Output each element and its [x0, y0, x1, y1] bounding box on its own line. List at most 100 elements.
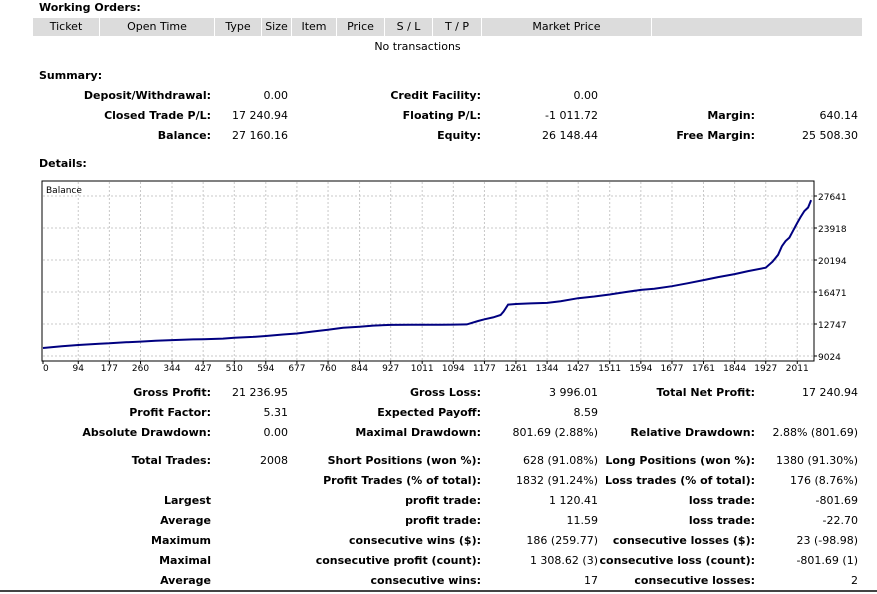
- total-trades-label: Total Trades:: [131, 454, 211, 467]
- maximum-label: Maximum: [151, 534, 211, 547]
- short-positions-label: Short Positions (won %):: [327, 454, 481, 467]
- average-consecutive-wins-label: consecutive wins:: [370, 574, 481, 587]
- loss-trades-label: Loss trades (% of total):: [604, 474, 755, 487]
- maximal-consecutive-profit-value: 1 308.62 (3): [529, 554, 598, 567]
- long-positions-value: 1380 (91.30%): [775, 454, 858, 467]
- absolute-drawdown-label: Absolute Drawdown:: [82, 426, 211, 439]
- profit-trades-label: Profit Trades (% of total):: [323, 474, 481, 487]
- relative-drawdown-value: 2.88% (801.69): [772, 426, 858, 439]
- average-loss-trade-value: -22.70: [822, 514, 858, 527]
- column-market-price[interactable]: Market Price: [482, 18, 652, 36]
- y-tick-label: 12747: [818, 321, 847, 331]
- balance-value: 27 160.16: [232, 129, 288, 142]
- average-consecutive-losses-label: consecutive losses:: [634, 574, 755, 587]
- credit-facility-value: 0.00: [573, 89, 599, 102]
- x-tick-label: 427: [195, 364, 212, 374]
- maximal-consecutive-profit-label: consecutive profit (count):: [315, 554, 481, 567]
- column-size[interactable]: Size: [262, 18, 292, 36]
- total-net-profit-label: Total Net Profit:: [656, 386, 756, 399]
- total-net-profit-value: 17 240.94: [802, 386, 858, 399]
- closed-trade-pl-label: Closed Trade P/L:: [104, 109, 211, 122]
- x-tick-label: 1844: [723, 364, 746, 374]
- maximal-drawdown-label: Maximal Drawdown:: [355, 426, 481, 439]
- floating-pl-label: Floating P/L:: [402, 109, 481, 122]
- absolute-drawdown-value: 0.00: [263, 426, 289, 439]
- average-profit-trade-label: profit trade:: [405, 514, 481, 527]
- loss-trades-value: 176 (8.76%): [789, 474, 858, 487]
- x-tick-label: 177: [101, 364, 118, 374]
- largest-loss-trade-label: loss trade:: [688, 494, 755, 507]
- column-take-profit[interactable]: T / P: [433, 18, 482, 36]
- x-tick-label: 1761: [692, 364, 715, 374]
- short-positions-value: 628 (91.08%): [522, 454, 598, 467]
- average-loss-trade-label: loss trade:: [688, 514, 755, 527]
- column-open-time[interactable]: Open Time: [100, 18, 215, 36]
- gross-profit-label: Gross Profit:: [133, 386, 211, 399]
- profit-factor-value: 5.31: [263, 406, 289, 419]
- average-consecutive-wins-value: 17: [584, 574, 598, 587]
- gross-loss-label: Gross Loss:: [410, 386, 481, 399]
- y-tick-label: 9024: [818, 353, 841, 363]
- x-tick-label: 1344: [536, 364, 559, 374]
- total-trades-value: 2008: [260, 454, 288, 467]
- working-orders-title: Working Orders:: [39, 1, 141, 14]
- column-item[interactable]: Item: [292, 18, 337, 36]
- profit-factor-label: Profit Factor:: [129, 406, 211, 419]
- x-tick-label: 344: [163, 364, 180, 374]
- x-tick-label: 2011: [786, 364, 809, 374]
- largest-label: Largest: [164, 494, 211, 507]
- chart-x-axis: 0 94 177 260 344 427 510 594 677 760 844 927 1011 109…: [42, 361, 809, 374]
- summary-title: Summary:: [39, 69, 103, 82]
- x-tick-label: 1677: [661, 364, 684, 374]
- x-tick-label: 1927: [754, 364, 777, 374]
- margin-label: Margin:: [707, 109, 755, 122]
- y-tick-label: 27641: [818, 193, 847, 203]
- chart-y-axis: 9024 12747 16471 20194 23918 27641: [814, 193, 847, 363]
- free-margin-value: 25 508.30: [802, 129, 858, 142]
- details-title: Details:: [39, 157, 87, 170]
- expected-payoff-label: Expected Payoff:: [377, 406, 481, 419]
- average-consecutive-label: Average: [160, 574, 211, 587]
- x-tick-label: 1261: [504, 364, 527, 374]
- gross-profit-value: 21 236.95: [232, 386, 288, 399]
- x-tick-label: 1427: [567, 364, 590, 374]
- x-tick-label: 844: [351, 364, 368, 374]
- relative-drawdown-label: Relative Drawdown:: [630, 426, 755, 439]
- free-margin-label: Free Margin:: [676, 129, 755, 142]
- column-type[interactable]: Type: [215, 18, 262, 36]
- equity-value: 26 148.44: [542, 129, 598, 142]
- long-positions-label: Long Positions (won %):: [605, 454, 755, 467]
- margin-value: 640.14: [819, 109, 859, 122]
- x-tick-label: 260: [132, 364, 149, 374]
- bottom-divider: [0, 590, 877, 592]
- orders-table-header: Ticket Open Time Type Size Item Price S …: [33, 18, 862, 36]
- orders-empty-message: No transactions: [374, 40, 461, 53]
- maximal-consecutive-loss-label: consecutive loss (count):: [599, 554, 755, 567]
- average-consecutive-losses-value: 2: [851, 574, 858, 587]
- average-profit-trade-value: 11.59: [566, 514, 599, 527]
- x-tick-label: 927: [382, 364, 399, 374]
- profit-trades-value: 1832 (91.24%): [515, 474, 598, 487]
- balance-label: Balance:: [157, 129, 211, 142]
- balance-series-line: [42, 199, 813, 349]
- max-consecutive-losses-value: 23 (-98.98): [796, 534, 858, 547]
- x-tick-label: 1594: [629, 364, 652, 374]
- y-tick-label: 16471: [818, 289, 847, 299]
- expected-payoff-value: 8.59: [573, 406, 599, 419]
- y-tick-label: 20194: [818, 257, 847, 267]
- max-consecutive-losses-label: consecutive losses ($):: [612, 534, 755, 547]
- largest-profit-trade-label: profit trade:: [405, 494, 481, 507]
- column-ticket[interactable]: Ticket: [33, 18, 100, 36]
- deposit-withdrawal-value: 0.00: [263, 89, 289, 102]
- chart-plot-area: [41, 180, 815, 362]
- column-price[interactable]: Price: [337, 18, 385, 36]
- maximal-label: Maximal: [159, 554, 211, 567]
- x-tick-label: 1511: [598, 364, 621, 374]
- average-label: Average: [160, 514, 211, 527]
- gross-loss-value: 3 996.01: [549, 386, 598, 399]
- maximal-drawdown-value: 801.69 (2.88%): [512, 426, 598, 439]
- x-tick-label: 1094: [442, 364, 465, 374]
- x-tick-label: 594: [257, 364, 274, 374]
- column-stop-loss[interactable]: S / L: [385, 18, 433, 36]
